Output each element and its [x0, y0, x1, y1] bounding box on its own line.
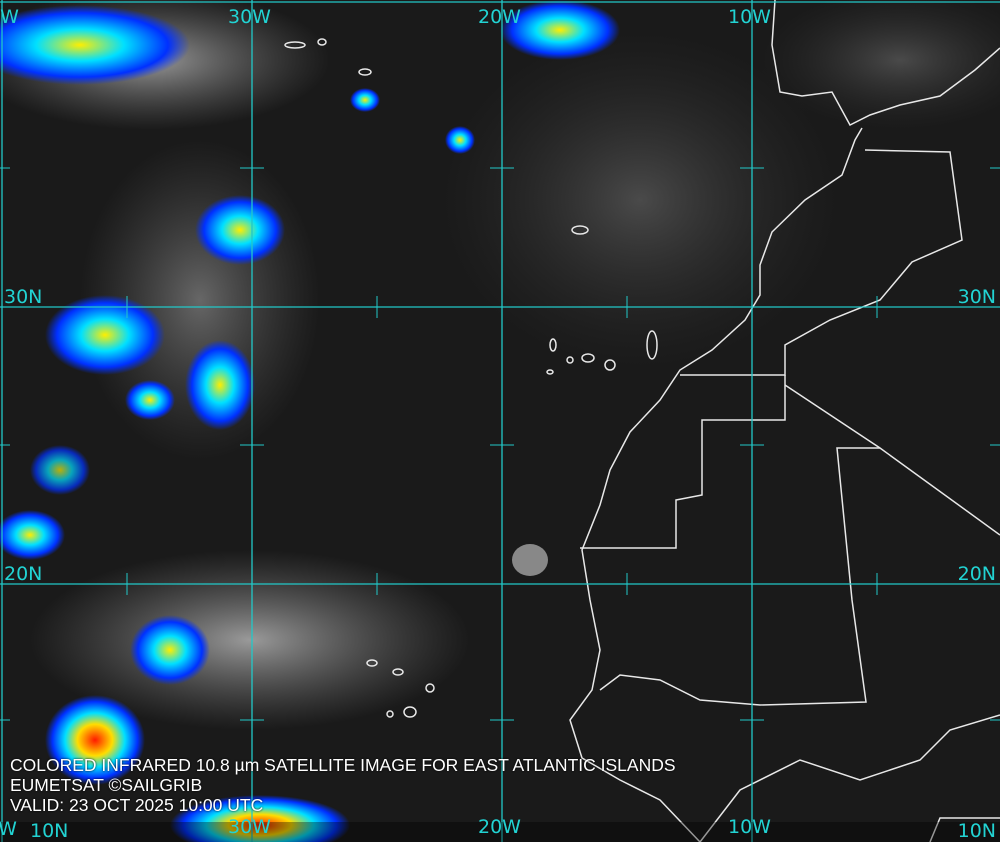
morocco-border [680, 149, 963, 376]
west-africa-border [699, 714, 1000, 842]
lon-label-top: 10W [728, 6, 771, 28]
image-credit: EUMETSAT ©SAILGRIB [10, 775, 203, 795]
lat-label-left: 30N [4, 286, 43, 308]
lat-label-right: 10N [957, 820, 996, 842]
lon-label-bottom: 20W [478, 816, 521, 838]
iberia-coastline [771, 0, 1000, 126]
lat-label-left: 20N [4, 563, 43, 585]
bottom-band [0, 822, 1000, 842]
mali-border [599, 447, 880, 706]
islands [284, 38, 658, 718]
lon-label-top: 0W [0, 6, 19, 28]
lon-label-bottom: 0W [0, 818, 17, 840]
valid-time: VALID: 23 OCT 2025 10:00 UTC [10, 795, 264, 815]
lat-label-left: 10N [30, 820, 69, 842]
background-clouds [0, 0, 1000, 730]
lat-label-right: 20N [957, 563, 996, 585]
coast-detail [929, 817, 1000, 842]
coastlines-and-borders [569, 0, 1000, 842]
lon-label-bottom: 10W [728, 816, 771, 838]
convective-clouds [0, 0, 620, 842]
lon-label-top: 30W [228, 6, 271, 28]
mauritania-border [784, 384, 1000, 536]
western-sahara-border [580, 375, 786, 549]
africa-coastline [569, 127, 863, 842]
lat-label-right: 30N [957, 286, 996, 308]
lon-label-top: 20W [478, 6, 521, 28]
image-title: COLORED INFRARED 10.8 µm SATELLITE IMAGE… [10, 755, 676, 775]
lon-label-bottom: 30W [228, 816, 271, 838]
